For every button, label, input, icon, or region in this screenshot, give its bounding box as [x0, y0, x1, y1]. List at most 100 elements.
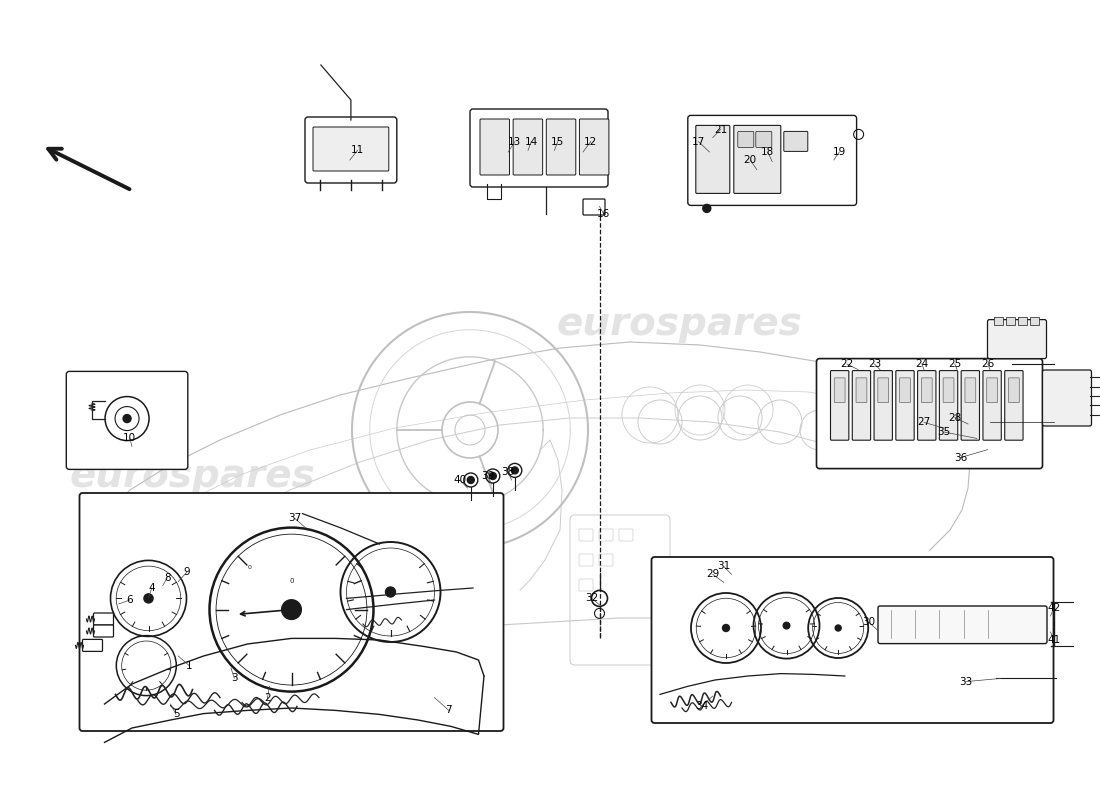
FancyBboxPatch shape: [734, 126, 781, 194]
FancyBboxPatch shape: [993, 317, 1002, 325]
Text: 26: 26: [981, 359, 994, 369]
Text: 5: 5: [173, 710, 179, 719]
FancyBboxPatch shape: [94, 625, 113, 637]
FancyBboxPatch shape: [94, 613, 113, 625]
FancyBboxPatch shape: [1018, 317, 1026, 325]
FancyBboxPatch shape: [513, 119, 542, 175]
Text: 20: 20: [744, 155, 757, 165]
FancyBboxPatch shape: [874, 370, 892, 440]
FancyBboxPatch shape: [961, 370, 979, 440]
Text: 17: 17: [692, 137, 705, 146]
FancyBboxPatch shape: [688, 115, 857, 206]
FancyBboxPatch shape: [917, 370, 936, 440]
Text: 24: 24: [915, 359, 928, 369]
Text: 12: 12: [584, 137, 597, 146]
Text: 15: 15: [551, 137, 564, 146]
Text: 37: 37: [288, 514, 301, 523]
FancyBboxPatch shape: [834, 378, 845, 402]
Text: 4: 4: [148, 583, 155, 593]
Text: eurospares: eurospares: [557, 305, 803, 343]
Circle shape: [703, 204, 711, 212]
Text: 36: 36: [954, 453, 967, 462]
FancyBboxPatch shape: [965, 378, 976, 402]
Text: 18: 18: [761, 147, 774, 157]
FancyBboxPatch shape: [82, 639, 102, 651]
Text: 8: 8: [164, 573, 170, 582]
Text: 32: 32: [585, 594, 598, 603]
FancyBboxPatch shape: [856, 378, 867, 402]
Text: 0: 0: [289, 578, 294, 584]
Text: eurospares: eurospares: [69, 457, 316, 495]
FancyBboxPatch shape: [480, 119, 509, 175]
FancyBboxPatch shape: [830, 370, 849, 440]
Text: 38: 38: [502, 467, 515, 477]
Text: 34: 34: [695, 701, 708, 710]
Circle shape: [385, 587, 396, 597]
Text: 42: 42: [1047, 603, 1060, 613]
Text: 22: 22: [840, 359, 854, 369]
FancyBboxPatch shape: [987, 378, 998, 402]
FancyBboxPatch shape: [1030, 317, 1038, 325]
FancyBboxPatch shape: [988, 319, 1046, 358]
FancyBboxPatch shape: [943, 378, 954, 402]
FancyBboxPatch shape: [816, 358, 1043, 469]
Text: 11: 11: [351, 146, 364, 155]
Circle shape: [282, 600, 301, 619]
Text: 6: 6: [126, 595, 133, 605]
Text: 35: 35: [937, 427, 950, 437]
FancyBboxPatch shape: [314, 127, 388, 171]
Text: 27: 27: [917, 418, 931, 427]
Text: 16: 16: [597, 210, 611, 219]
Text: 14: 14: [525, 137, 538, 146]
FancyBboxPatch shape: [1009, 378, 1020, 402]
FancyBboxPatch shape: [305, 117, 397, 183]
FancyBboxPatch shape: [878, 606, 1047, 643]
Circle shape: [468, 477, 474, 483]
Text: 10: 10: [123, 434, 136, 443]
Text: 28: 28: [948, 413, 961, 422]
Text: 30: 30: [862, 618, 876, 627]
FancyBboxPatch shape: [1004, 370, 1023, 440]
FancyBboxPatch shape: [922, 378, 932, 402]
Text: 31: 31: [717, 562, 730, 571]
Text: 2: 2: [264, 694, 271, 703]
Circle shape: [123, 414, 131, 422]
Circle shape: [490, 473, 496, 479]
Text: 29: 29: [706, 570, 719, 579]
Text: 1: 1: [186, 661, 192, 670]
Text: 33: 33: [959, 677, 972, 686]
FancyBboxPatch shape: [547, 119, 575, 175]
FancyBboxPatch shape: [852, 370, 870, 440]
Circle shape: [144, 594, 153, 603]
FancyBboxPatch shape: [738, 131, 754, 147]
FancyBboxPatch shape: [895, 370, 914, 440]
Text: 25: 25: [948, 359, 961, 369]
FancyBboxPatch shape: [878, 378, 889, 402]
FancyBboxPatch shape: [580, 119, 609, 175]
FancyBboxPatch shape: [1043, 370, 1091, 426]
Text: 23: 23: [868, 359, 881, 369]
Text: 7: 7: [446, 706, 452, 715]
FancyBboxPatch shape: [1005, 317, 1014, 325]
Circle shape: [835, 625, 842, 631]
Text: 21: 21: [714, 125, 727, 134]
FancyBboxPatch shape: [696, 126, 729, 194]
FancyBboxPatch shape: [583, 199, 605, 215]
Text: 13: 13: [508, 137, 521, 146]
FancyBboxPatch shape: [66, 371, 188, 470]
Circle shape: [723, 625, 729, 631]
FancyBboxPatch shape: [79, 493, 504, 731]
Circle shape: [512, 467, 518, 474]
Text: 39: 39: [481, 471, 494, 481]
Text: 3: 3: [231, 674, 238, 683]
Text: 9: 9: [184, 567, 190, 577]
Text: 40: 40: [453, 475, 466, 485]
FancyBboxPatch shape: [900, 378, 911, 402]
Text: 41: 41: [1047, 635, 1060, 645]
FancyBboxPatch shape: [470, 109, 608, 187]
FancyBboxPatch shape: [756, 131, 772, 147]
FancyBboxPatch shape: [983, 370, 1001, 440]
Text: 0: 0: [248, 566, 252, 570]
FancyBboxPatch shape: [651, 557, 1054, 723]
FancyBboxPatch shape: [784, 131, 807, 151]
